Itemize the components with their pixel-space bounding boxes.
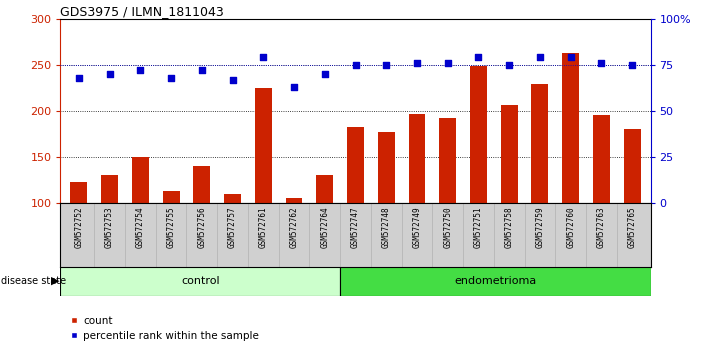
- Bar: [224, 194, 241, 203]
- Text: GDS3975 / ILMN_1811043: GDS3975 / ILMN_1811043: [60, 5, 224, 18]
- Point: [227, 77, 238, 82]
- Bar: [101, 175, 118, 203]
- Text: GSM572755: GSM572755: [166, 206, 176, 248]
- Text: GSM572765: GSM572765: [628, 206, 636, 248]
- Text: GSM572764: GSM572764: [320, 206, 329, 248]
- Text: GSM572747: GSM572747: [351, 206, 360, 248]
- Bar: [316, 175, 333, 203]
- Point: [319, 71, 331, 77]
- Text: GSM572756: GSM572756: [198, 206, 206, 248]
- Point: [350, 62, 361, 68]
- Point: [503, 62, 515, 68]
- Point: [289, 84, 300, 90]
- Point: [380, 62, 392, 68]
- Text: GSM572762: GSM572762: [289, 206, 299, 248]
- Bar: [255, 88, 272, 203]
- Bar: [132, 157, 149, 203]
- Text: GSM572757: GSM572757: [228, 206, 237, 248]
- Text: endometrioma: endometrioma: [454, 276, 536, 286]
- Text: GSM572750: GSM572750: [443, 206, 452, 248]
- Text: ▶: ▶: [51, 276, 60, 286]
- Point: [473, 55, 484, 60]
- Text: GSM572761: GSM572761: [259, 206, 268, 248]
- Point: [166, 75, 177, 80]
- Bar: [347, 127, 364, 203]
- Point: [411, 60, 422, 66]
- Point: [196, 68, 208, 73]
- Text: GSM572749: GSM572749: [412, 206, 422, 248]
- Text: GSM572763: GSM572763: [597, 206, 606, 248]
- Bar: [340, 267, 651, 296]
- Point: [73, 75, 85, 80]
- Point: [104, 71, 115, 77]
- Point: [134, 68, 146, 73]
- Point: [442, 60, 454, 66]
- Bar: [286, 198, 302, 203]
- Text: GSM572754: GSM572754: [136, 206, 145, 248]
- Bar: [531, 84, 548, 203]
- Bar: [439, 118, 456, 203]
- Text: GSM572758: GSM572758: [505, 206, 513, 248]
- Text: control: control: [181, 276, 220, 286]
- Bar: [193, 166, 210, 203]
- Point: [257, 55, 269, 60]
- Bar: [501, 105, 518, 203]
- Point: [626, 62, 638, 68]
- Text: GSM572752: GSM572752: [75, 206, 83, 248]
- Bar: [470, 66, 487, 203]
- Point: [534, 55, 545, 60]
- Bar: [378, 132, 395, 203]
- Text: GSM572753: GSM572753: [105, 206, 114, 248]
- Point: [565, 55, 577, 60]
- Text: GSM572760: GSM572760: [566, 206, 575, 248]
- Bar: [60, 267, 340, 296]
- Text: GSM572759: GSM572759: [535, 206, 545, 248]
- Bar: [562, 53, 579, 203]
- Bar: [409, 114, 425, 203]
- Bar: [593, 115, 610, 203]
- Text: disease state: disease state: [1, 276, 67, 286]
- Legend: count, percentile rank within the sample: count, percentile rank within the sample: [65, 312, 263, 345]
- Bar: [624, 129, 641, 203]
- Text: GSM572748: GSM572748: [382, 206, 391, 248]
- Text: GSM572751: GSM572751: [474, 206, 483, 248]
- Bar: [70, 182, 87, 203]
- Point: [596, 60, 607, 66]
- Bar: [163, 191, 180, 203]
